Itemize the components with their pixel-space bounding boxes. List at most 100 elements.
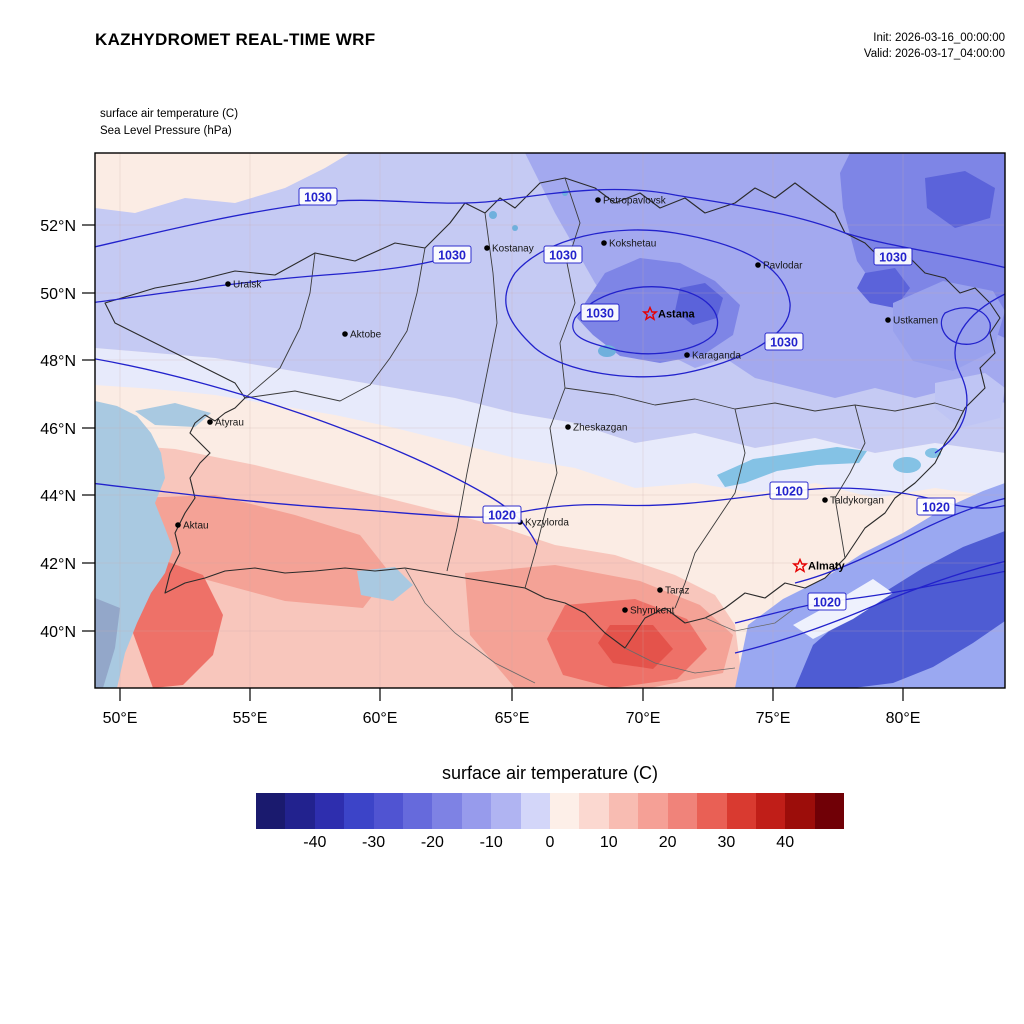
colorbar-segment [432, 793, 462, 829]
city-marker: Shymkent [622, 606, 675, 617]
city-dot [207, 419, 213, 425]
y-tick-label: 40°N [40, 624, 76, 641]
isobar-line [734, 560, 1005, 654]
city-dot [225, 281, 231, 287]
colorbar-segment [638, 793, 668, 829]
isobar-line [95, 482, 1005, 518]
colorbar-segment [461, 793, 492, 829]
oblast-border [244, 247, 426, 402]
isobar-line [734, 570, 1005, 624]
legend-tick-label: 20 [658, 834, 677, 851]
legend-ticks: -40 -30 -20 -10 0 10 20 30 40 [256, 834, 844, 858]
x-tick-label: 75°E [756, 710, 791, 727]
isobar-label: 1020 [807, 592, 847, 611]
y-tick-label: 46°N [40, 421, 76, 438]
city-marker: Pavlodar [755, 261, 803, 272]
city-label: Taraz [665, 586, 689, 597]
lake-balkhash [717, 447, 867, 487]
oblast-border [834, 404, 866, 559]
colorbar-segment [403, 793, 433, 829]
city-label: Pavlodar [763, 261, 803, 272]
temp-region [117, 495, 390, 608]
map-frame [94, 152, 1006, 689]
colorbar-segment [550, 793, 580, 829]
colorbar-segment [726, 793, 756, 829]
colorbar-segment [667, 793, 698, 829]
x-tick-label: 60°E [363, 710, 398, 727]
isobar-label: 1020 [482, 505, 522, 524]
isobar-label-box [916, 497, 956, 516]
city-label: Petropavlovsk [603, 196, 667, 207]
city-dot [885, 317, 891, 323]
city-label: Uralsk [233, 280, 262, 291]
isobar-line [940, 307, 991, 345]
oblast-border [446, 212, 498, 572]
city-dot [595, 197, 601, 203]
city-marker: Kokshetau [601, 239, 656, 250]
isobar-label-text: 1030 [549, 249, 577, 263]
legend-tick-label: -30 [362, 834, 386, 851]
colorbar-segment [285, 793, 315, 829]
star-icon [791, 557, 809, 573]
city-dot [342, 331, 348, 337]
lake-small [925, 448, 941, 458]
isobar-label-box [432, 245, 472, 264]
temperature-field [95, 153, 1005, 688]
x-tick-label: 70°E [626, 710, 661, 727]
city-label: Aktau [183, 521, 209, 532]
colorbar-segment [491, 793, 521, 829]
isobar-label-text: 1030 [438, 249, 466, 263]
colorbar-segment [814, 793, 845, 829]
legend-tick-label: -10 [479, 834, 503, 851]
legend-tick-label: -20 [420, 834, 444, 851]
isobar-label-text: 1030 [879, 251, 907, 265]
isobar-label-box [807, 592, 847, 611]
graticule [95, 153, 1005, 688]
city-marker: Zheskazgan [565, 423, 627, 434]
temp-region [598, 625, 673, 669]
city-dot [822, 497, 828, 503]
isobar-label-box [873, 247, 913, 266]
city-dot [565, 424, 571, 430]
lake-small [512, 225, 518, 231]
city-label: Kyzylorda [525, 518, 569, 529]
city-marker: Kostanay [484, 244, 534, 255]
city-label: Aktobe [350, 330, 382, 341]
neighbor-border [624, 647, 736, 674]
colorbar-segment [579, 793, 609, 829]
isobar-label: 1030 [764, 332, 804, 351]
x-tick-label: 50°E [103, 710, 138, 727]
temp-region [857, 268, 910, 308]
colorbar-segment [256, 793, 286, 829]
neighbor-border [404, 567, 536, 684]
city-marker: Atyrau [207, 418, 244, 429]
city-dot [175, 522, 181, 528]
temp-region [893, 281, 1005, 371]
isobar-label-box [543, 245, 583, 264]
kazakhstan-border [104, 177, 1001, 649]
isobar-label-text: 1030 [586, 307, 614, 321]
y-axis: 52°N 50°N 48°N 46°N 44°N 42°N 40°N [40, 218, 95, 641]
isobar-label-text: 1020 [488, 509, 516, 523]
isobar-label-box [482, 505, 522, 524]
isobar-label-text: 1020 [775, 485, 803, 499]
city-label: Zheskazgan [573, 423, 627, 434]
legend-tick-label: 30 [717, 834, 736, 851]
city-dot [755, 262, 761, 268]
valid-time: Valid: 2026-03-17_04:00:00 [863, 47, 1005, 60]
isobar-label: 1030 [298, 187, 338, 206]
legend-tick-label: -40 [303, 834, 327, 851]
isobar-label-text: 1020 [813, 596, 841, 610]
isobar-label-text: 1030 [304, 191, 332, 205]
isobar-label: 1030 [873, 247, 913, 266]
aral-sea [357, 567, 413, 601]
city-label: Taldykorgan [830, 496, 884, 507]
y-tick-label: 44°N [40, 488, 76, 505]
isobar-line [934, 293, 1005, 454]
isobar-line [572, 286, 719, 355]
isobar-label-text: 1020 [922, 501, 950, 515]
colorbar-segment [755, 793, 786, 829]
capital-marker-astana: Astana [641, 305, 696, 321]
temp-region [925, 171, 995, 228]
